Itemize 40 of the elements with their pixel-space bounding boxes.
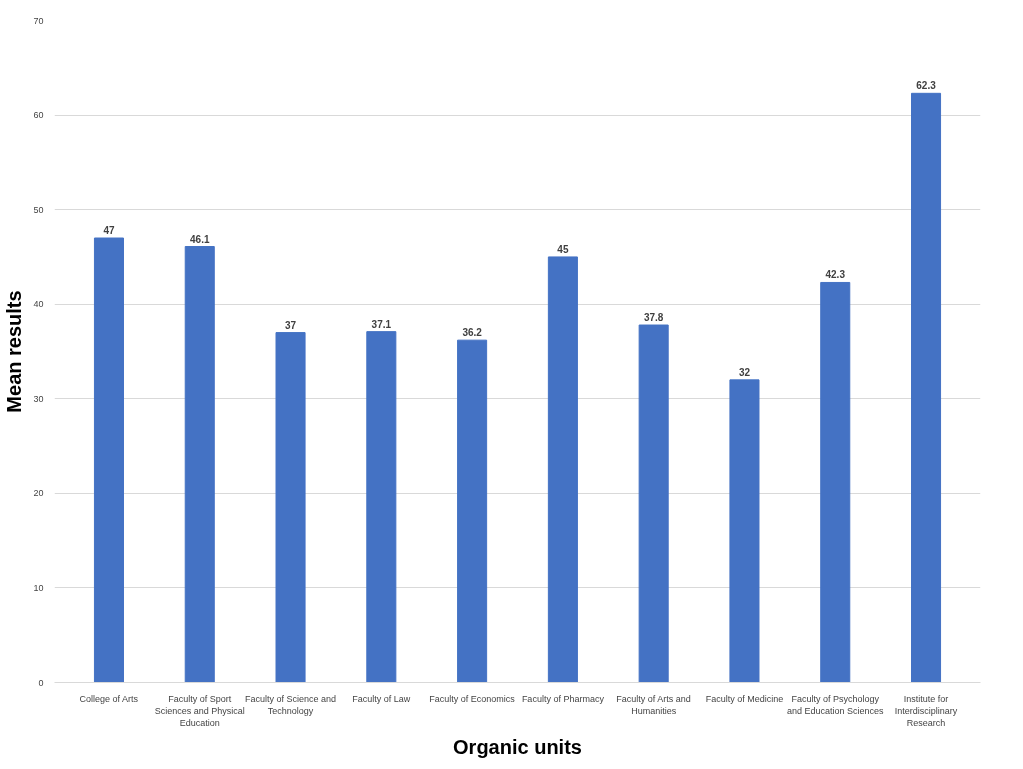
data-label: 37.8 <box>643 312 664 324</box>
y-tick-label: 50 <box>33 204 44 215</box>
y-tick-label: 30 <box>33 393 44 404</box>
data-label: 37.1 <box>371 318 392 330</box>
x-tick-label: Institute for Interdisciplinary Research <box>894 693 958 728</box>
data-label: 45 <box>557 243 569 255</box>
y-tick-label: 20 <box>33 488 44 499</box>
y-tick-label: 40 <box>33 299 44 310</box>
y-tick-label: 10 <box>33 582 44 593</box>
data-label: 37 <box>284 319 297 331</box>
bar <box>547 256 578 683</box>
bar <box>729 379 760 683</box>
x-axis-title: Organic units <box>453 735 582 758</box>
data-label: 46.1 <box>190 233 210 245</box>
y-tick-label: 0 <box>38 677 44 688</box>
x-tick-label: Faculty of Psychology and Education Sciences <box>786 693 885 716</box>
bar <box>911 92 942 683</box>
bar <box>820 281 851 683</box>
x-tick-label: Faculty of Science and Technology <box>245 693 337 716</box>
data-label: 36.2 <box>462 327 483 339</box>
data-label: 62.3 <box>916 80 937 92</box>
bar <box>366 331 397 683</box>
x-tick-label: Faculty of Medicine <box>705 693 784 704</box>
x-tick-label: College of Arts <box>79 693 139 704</box>
y-axis-title: Mean results <box>3 290 26 413</box>
x-tick-label: Faculty of Law <box>352 693 411 704</box>
data-label: 32 <box>738 366 751 378</box>
x-tick-label: Faculty of Sport Sciences and Physical Education <box>154 693 245 728</box>
y-tick-label: 70 <box>33 15 44 26</box>
bar <box>275 332 306 683</box>
x-tick-label: Faculty of Economics <box>429 693 516 704</box>
data-label: 42.3 <box>825 269 846 281</box>
x-tick-label: Faculty of Pharmacy <box>521 693 605 704</box>
y-tick-label: 60 <box>33 110 44 121</box>
x-tick-label: Faculty of Arts and Humanities <box>616 693 691 716</box>
bar <box>457 339 488 683</box>
bar <box>93 237 124 683</box>
bar <box>184 246 215 683</box>
bar <box>638 324 669 683</box>
data-label: 47 <box>103 225 115 237</box>
